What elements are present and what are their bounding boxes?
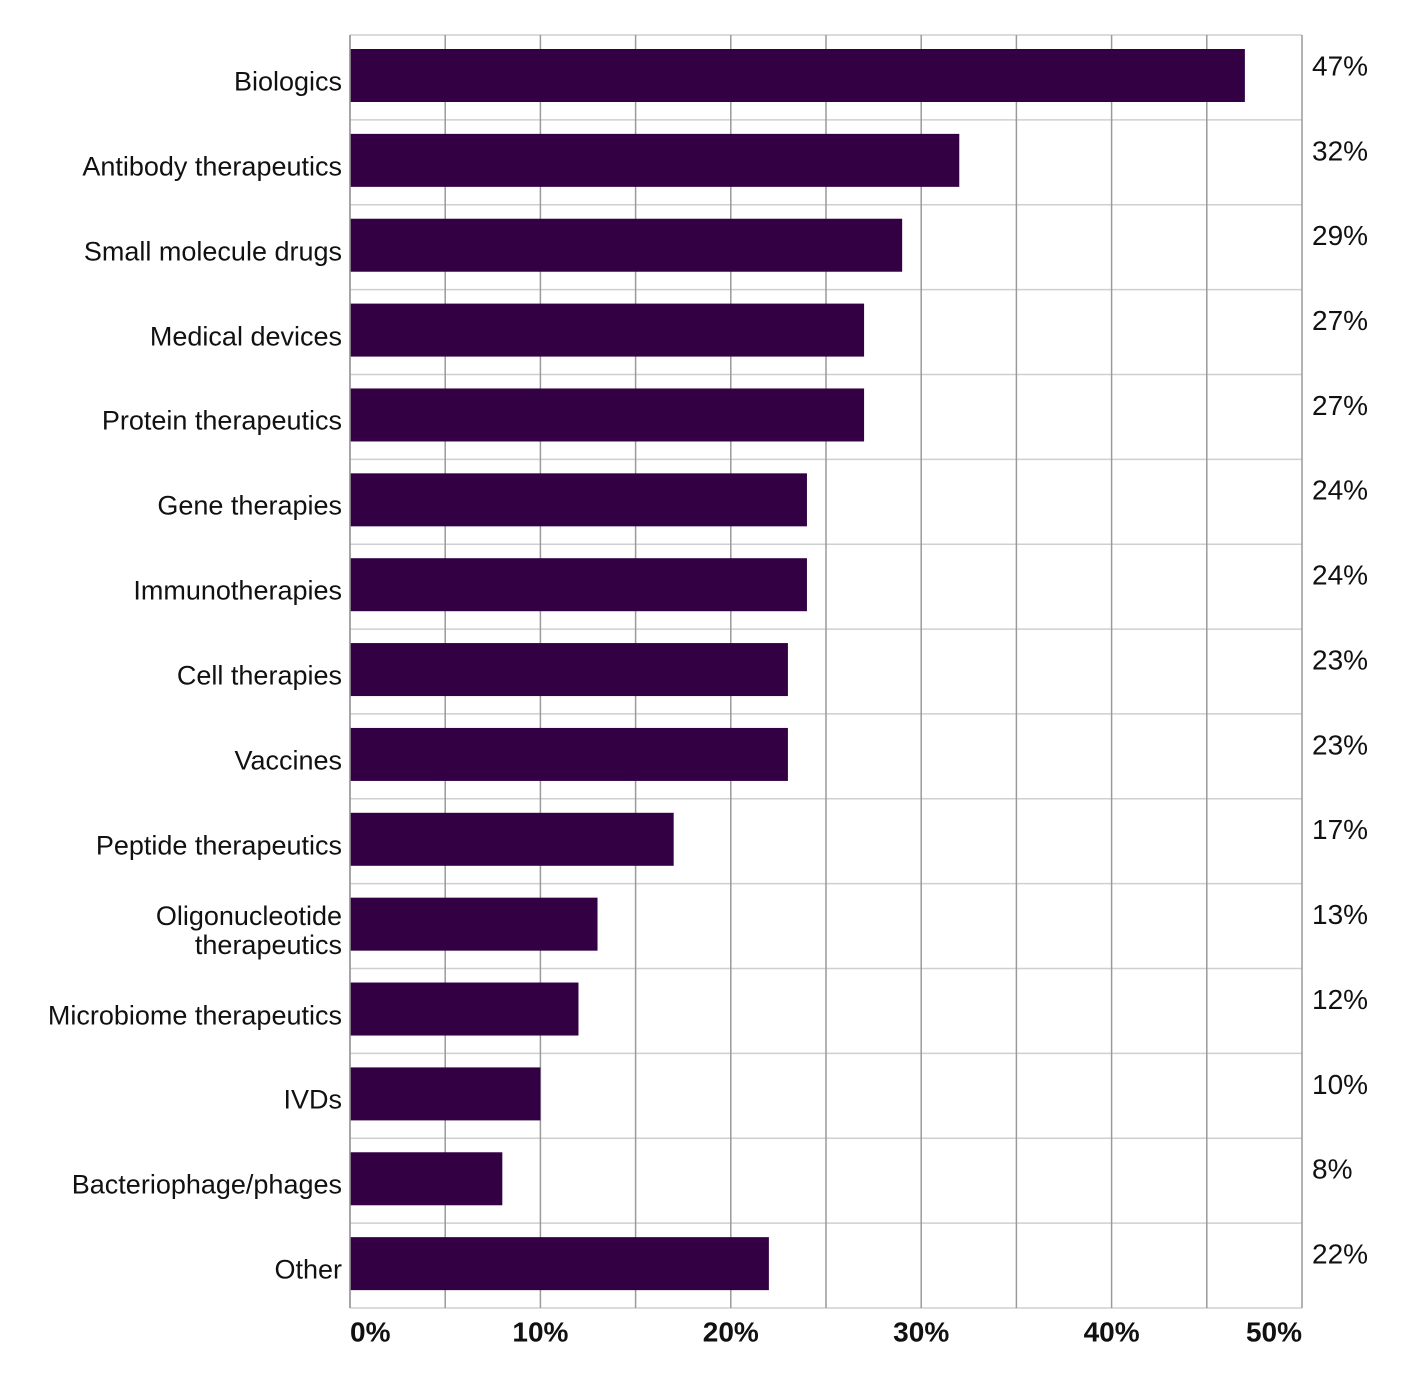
bar [350,1237,769,1291]
bar [350,303,865,357]
x-tick-label: 0% [350,1316,391,1347]
category-label: Gene therapies [157,490,342,521]
x-tick-label: 10% [512,1316,568,1347]
category-label: Cell therapies [176,660,342,691]
value-label: 27% [1312,305,1368,336]
value-label: 8% [1312,1154,1352,1185]
x-tick-label: 20% [703,1316,759,1347]
value-label: 27% [1312,390,1368,421]
category-label: Peptide therapeutics [95,830,342,861]
category-label: Vaccines [234,745,342,776]
bar [350,473,807,527]
value-label: 24% [1312,475,1368,506]
value-label: 29% [1312,220,1368,251]
category-label: Biologics [233,66,342,97]
value-label: 17% [1312,814,1368,845]
value-label: 32% [1312,135,1368,166]
category-label: Other [274,1254,342,1285]
bar [350,897,598,951]
bar [350,133,960,187]
bar [350,558,807,612]
category-label: Bacteriophage/phages [71,1169,342,1200]
category-label: Medical devices [149,321,342,352]
x-tick-label: 40% [1084,1316,1140,1347]
bar [350,812,674,866]
category-label: Antibody therapeutics [82,151,342,182]
bar [350,218,903,272]
bar [350,643,788,697]
value-label: 13% [1312,899,1368,930]
category-label: IVDs [283,1084,342,1115]
value-label: 47% [1312,50,1368,81]
x-tick-label: 30% [893,1316,949,1347]
bar [350,727,788,781]
value-label: 23% [1312,729,1368,760]
value-label: 23% [1312,644,1368,675]
category-label: Microbiome therapeutics [47,1000,342,1031]
category-label: Small molecule drugs [83,236,342,267]
value-label: 22% [1312,1239,1368,1270]
value-label: 24% [1312,560,1368,591]
bar [350,1067,541,1121]
bar [350,982,579,1036]
x-tick-label: 50% [1246,1316,1302,1347]
bar [350,1152,503,1206]
value-label: 10% [1312,1069,1368,1100]
value-label: 12% [1312,984,1368,1015]
category-label: Immunotherapies [133,575,342,606]
bar [350,49,1245,102]
category-label: Oligonucleotide therapeutics [155,900,342,960]
category-label: Protein therapeutics [101,405,342,436]
bar [350,388,865,442]
